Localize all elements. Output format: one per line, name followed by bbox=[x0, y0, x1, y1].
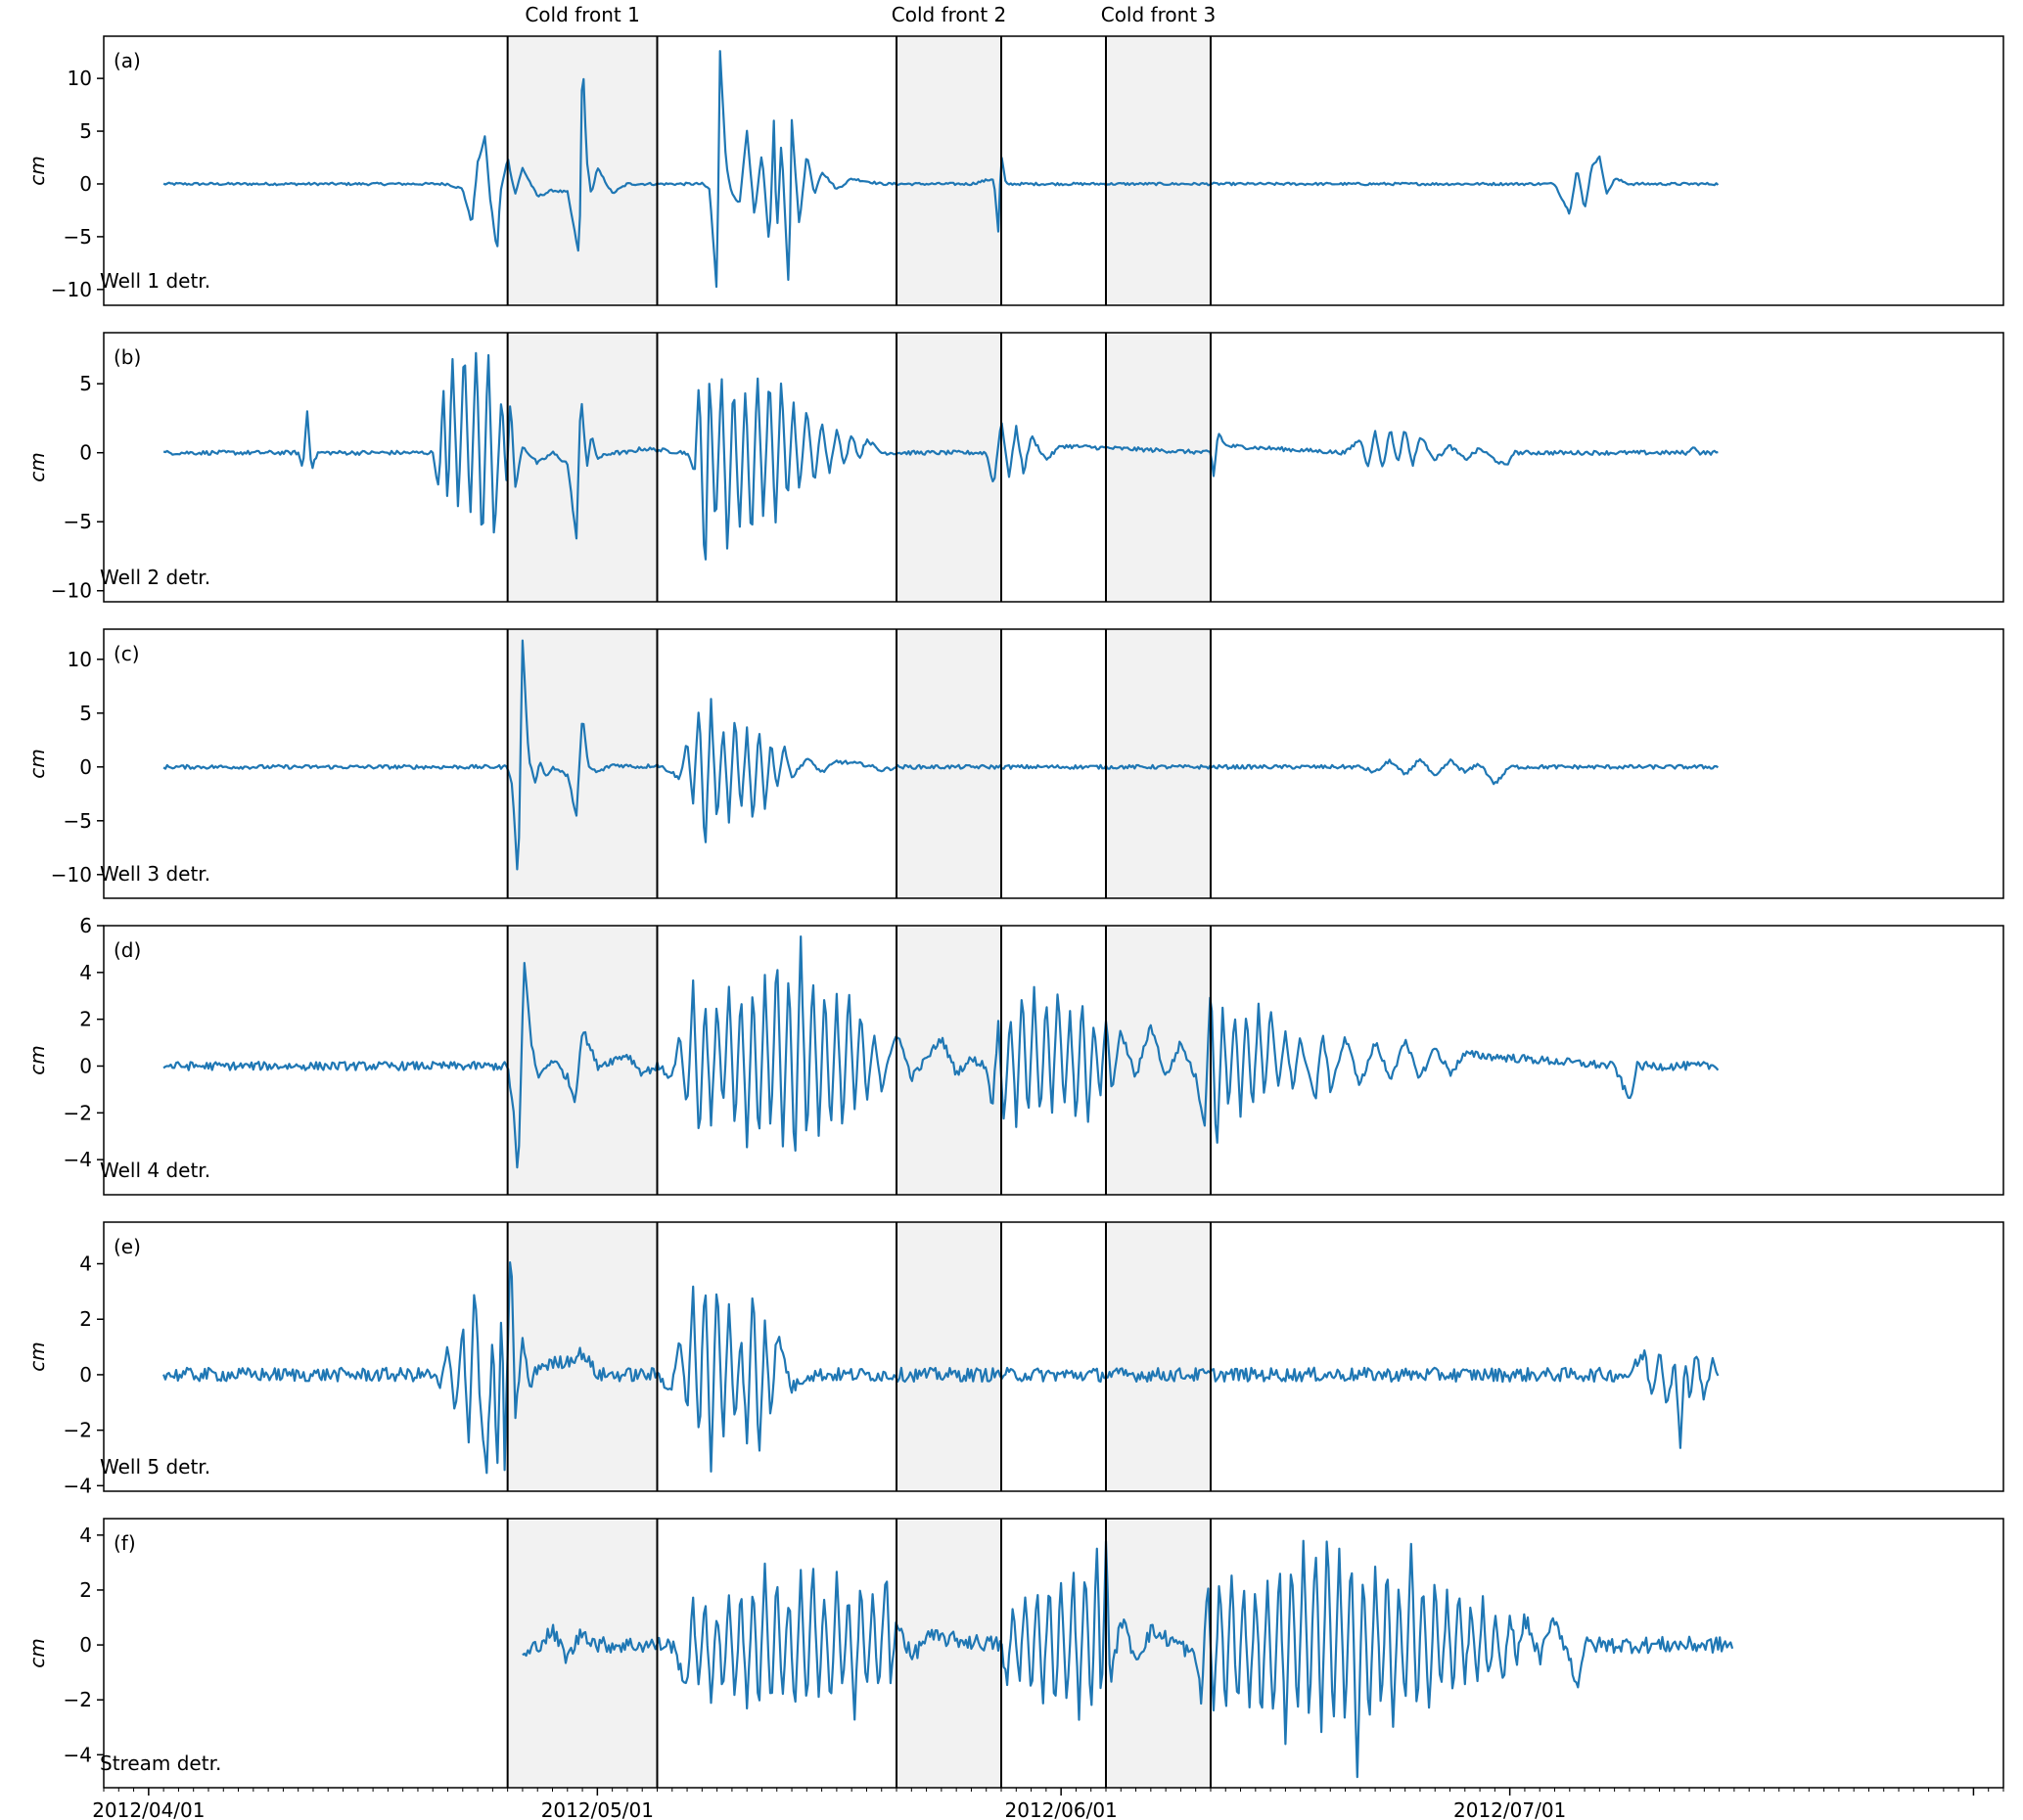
y-tick-label: 0 bbox=[79, 172, 92, 196]
y-tick-label: −2 bbox=[64, 1101, 92, 1124]
panels: 10 5 0 −5 −10 cm (a) Well 1 detr. 5 0 −5 −10 cm (b) We… bbox=[25, 35, 2004, 1789]
y-tick-label: 0 bbox=[79, 1054, 92, 1077]
y-tick-label: 0 bbox=[79, 1363, 92, 1387]
cold-front-1-band bbox=[507, 1519, 658, 1788]
y-tick-label: 0 bbox=[79, 441, 92, 465]
cold-front-2-band bbox=[897, 926, 1002, 1195]
series-line bbox=[162, 1261, 1720, 1475]
cold-front-3-band bbox=[1105, 1222, 1211, 1491]
cold-front-titles: Cold front 1 Cold front 2 Cold front 3 bbox=[525, 3, 1216, 26]
y-tick-label: −10 bbox=[51, 579, 92, 603]
series-line bbox=[162, 935, 1720, 1169]
panel-b: 5 0 −5 −10 cm (b) Well 2 detr. bbox=[25, 332, 2004, 603]
panel-e: 4 2 0 −2 −4 cm (e) Well 5 detr. bbox=[25, 1221, 2004, 1497]
y-tick-label: 2 bbox=[79, 1008, 92, 1031]
y-tick-label: 5 bbox=[79, 119, 92, 143]
cold-front-3-title: Cold front 3 bbox=[1101, 3, 1216, 26]
x-axis: 2012/04/01 2012/05/01 2012/06/01 2012/07/01 bbox=[92, 1788, 2004, 1820]
y-tick-label: 5 bbox=[79, 702, 92, 725]
y-tick-label: −4 bbox=[64, 1743, 92, 1766]
cold-front-2-band bbox=[897, 36, 1002, 305]
series-name: Well 5 detr. bbox=[100, 1455, 210, 1479]
y-axis-label: cm bbox=[25, 1045, 49, 1074]
panel-letter: (c) bbox=[114, 642, 140, 665]
cold-front-3-band bbox=[1105, 333, 1211, 602]
panel-frame bbox=[103, 35, 2004, 306]
cold-front-1-band bbox=[507, 629, 658, 898]
cold-front-1-band bbox=[507, 36, 658, 305]
y-tick-label: −5 bbox=[64, 225, 92, 249]
panel-frame bbox=[103, 1221, 2004, 1492]
y-tick-label: 2 bbox=[79, 1578, 92, 1602]
y-axis-label: cm bbox=[25, 1342, 49, 1371]
y-tick-label: 6 bbox=[79, 914, 92, 937]
series-name: Well 3 detr. bbox=[100, 862, 210, 886]
series-name: Stream detr. bbox=[100, 1752, 221, 1775]
y-tick-label: −10 bbox=[51, 278, 92, 301]
y-tick-label: 0 bbox=[79, 1633, 92, 1657]
series-line bbox=[162, 50, 1720, 289]
panel-d: 6 4 2 0 −2 −4 cm (d) Well 4 detr. bbox=[25, 914, 2004, 1196]
panel-frame bbox=[103, 332, 2004, 603]
cold-front-3-band bbox=[1105, 629, 1211, 898]
y-tick-label: 10 bbox=[68, 648, 92, 671]
y-tick-label: 4 bbox=[79, 1252, 92, 1276]
panel-frame bbox=[103, 628, 2004, 899]
x-tick-label: 2012/04/01 bbox=[92, 1798, 205, 1820]
cold-front-3-band bbox=[1105, 36, 1211, 305]
x-tick-label: 2012/05/01 bbox=[541, 1798, 654, 1820]
y-tick-label: −10 bbox=[51, 863, 92, 887]
cold-front-2-title: Cold front 2 bbox=[892, 3, 1006, 26]
panel-f: 4 2 0 −2 −4 cm (f) Stream detr. bbox=[25, 1518, 2004, 1789]
y-axis-label: cm bbox=[25, 156, 49, 185]
y-axis-label: cm bbox=[25, 1638, 49, 1667]
y-tick-label: −4 bbox=[64, 1474, 92, 1497]
panel-frame bbox=[103, 925, 2004, 1196]
y-tick-label: 5 bbox=[79, 372, 92, 395]
cold-front-2-band bbox=[897, 1519, 1002, 1788]
x-tick-label: 2012/06/01 bbox=[1005, 1798, 1118, 1820]
y-axis-label: cm bbox=[25, 749, 49, 778]
cold-front-2-band bbox=[897, 629, 1002, 898]
panel-letter: (e) bbox=[114, 1235, 141, 1258]
cold-front-2-band bbox=[897, 333, 1002, 602]
series-line bbox=[162, 351, 1719, 561]
cold-front-2-band bbox=[897, 1222, 1002, 1491]
y-tick-label: 4 bbox=[79, 961, 92, 984]
panel-c: 10 5 0 −5 −10 cm (c) Well 3 detr. bbox=[25, 628, 2004, 899]
panel-letter: (f) bbox=[114, 1531, 136, 1555]
series-name: Well 1 detr. bbox=[100, 269, 210, 293]
y-tick-label: −2 bbox=[64, 1688, 92, 1711]
y-axis-label: cm bbox=[25, 452, 49, 481]
y-tick-label: −5 bbox=[64, 510, 92, 533]
cold-front-3-band bbox=[1105, 926, 1211, 1195]
series-line bbox=[162, 639, 1720, 871]
panel-letter: (a) bbox=[114, 49, 141, 72]
panel-letter: (b) bbox=[114, 345, 141, 369]
series-name: Well 4 detr. bbox=[100, 1159, 210, 1182]
panel-a: 10 5 0 −5 −10 cm (a) Well 1 detr. bbox=[25, 35, 2004, 306]
panel-frame bbox=[103, 1518, 2004, 1789]
cold-front-1-title: Cold front 1 bbox=[525, 3, 639, 26]
y-tick-label: −4 bbox=[64, 1148, 92, 1171]
y-tick-label: 4 bbox=[79, 1524, 92, 1547]
series-line bbox=[522, 1539, 1734, 1779]
panel-letter: (d) bbox=[114, 938, 141, 962]
x-tick-label: 2012/07/01 bbox=[1453, 1798, 1566, 1820]
y-tick-label: 0 bbox=[79, 755, 92, 779]
series-name: Well 2 detr. bbox=[100, 566, 210, 589]
cold-front-1-band bbox=[507, 333, 658, 602]
y-tick-label: 2 bbox=[79, 1307, 92, 1331]
y-tick-label: −5 bbox=[64, 809, 92, 833]
y-tick-label: −2 bbox=[64, 1419, 92, 1442]
y-tick-label: 10 bbox=[68, 67, 92, 90]
